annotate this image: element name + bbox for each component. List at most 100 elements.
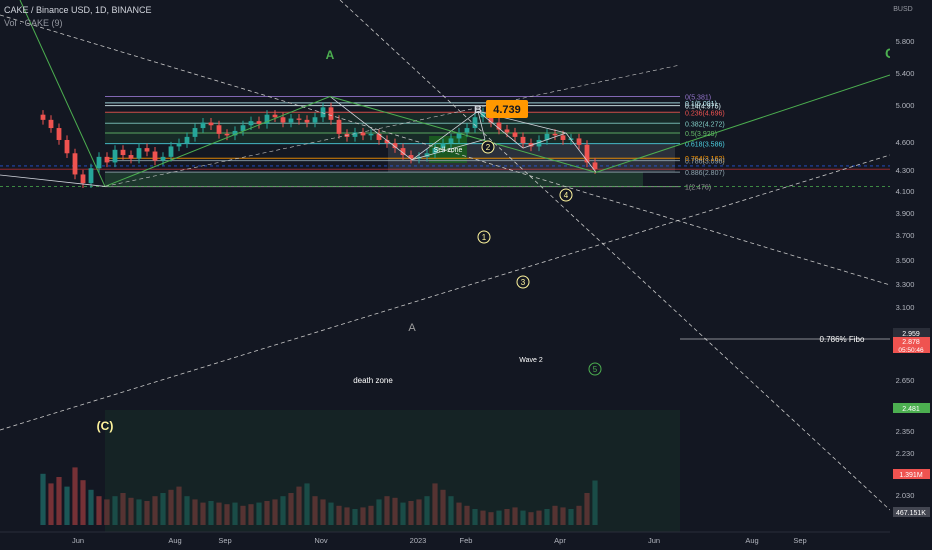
candle-body [104,156,110,163]
volume-bar [96,496,102,525]
candle-body [160,156,166,161]
candle-body [88,168,94,184]
wave-line [411,138,486,161]
wave-2-text: Wave 2 [519,357,543,364]
wave-2-circle [481,140,495,154]
wave-c-low-label: (C) [97,419,114,433]
volume-bar [104,499,110,525]
candle-body [504,129,510,133]
wave-line [477,110,524,149]
volume-bar [568,509,574,525]
candle-body [456,132,462,139]
wave-5-text: 5 [593,365,598,374]
fib-level-label: 0.1(5.091) [685,101,717,108]
price-tick-label: 5.800 [896,37,915,46]
volume-bar [64,486,70,525]
candle-body [424,153,430,157]
price-tick-label: 4.300 [896,166,915,175]
death-zone-box [105,172,643,187]
wave-a-low-label: A [408,322,416,334]
wave-3-circle [516,275,530,289]
candle-body [512,132,518,137]
price-tick-label: 2.030 [896,491,915,500]
volume-bar [168,489,174,525]
trend-line-dashed [0,154,891,431]
candle-body [560,135,566,140]
candle-body [576,138,582,145]
candle-body [72,153,78,175]
time-tick-label: Aug [745,536,758,545]
volume-bar [496,510,502,525]
wave-line [522,132,567,149]
volume-bar [576,505,582,525]
candle-body [216,125,222,134]
price-tick-label: 3.700 [896,231,915,240]
volume-bar [488,512,494,525]
upper-fib-zone [105,112,680,144]
fib-level-label: 0.786(3.098) [685,159,725,166]
price-tick-label: 3.100 [896,303,915,312]
volume-bar [592,480,598,525]
price-tick-label: 4.100 [896,187,915,196]
volume-bar [40,473,46,525]
volume-bar [440,489,446,525]
price-badge [893,507,930,517]
time-tick-label: Sep [793,536,806,545]
fib-level-label: 0.618(3.586) [685,142,725,149]
volume-bar [552,505,558,525]
price-axis-panel [890,0,932,550]
volume-bar [320,499,326,525]
candle-body [240,125,246,131]
price-badge-text: 2.481 [902,406,920,413]
volume-bar [304,483,310,525]
volume-bar [264,501,270,525]
candle-body [200,122,206,129]
volume-bar [208,501,214,525]
candle-body [544,133,550,140]
volume-bar [432,483,438,525]
volume-bar [400,502,406,525]
candle-body [280,117,286,123]
wave-1-circle [477,230,491,244]
volume-bar [296,486,302,525]
volume-bar [176,486,182,525]
candle-body [264,114,270,124]
fib-level-label: 0.382(4.272) [685,121,725,128]
abc-leg-line [19,0,106,187]
volume-bar [544,509,550,525]
volume-bar [344,507,350,525]
time-tick-label: Apr [554,536,566,545]
fib-level-label: 0.236(4.696) [685,110,725,117]
volume-bar [216,502,222,525]
wave-1-text: 1 [482,233,487,242]
volume-bar [560,507,566,525]
volume-bar [536,510,542,525]
volume-bar [480,510,486,525]
fib-level-label: 0(5.381) [685,94,711,101]
volume-bar [112,496,118,525]
volume-bar [224,504,230,525]
candle-body [232,130,238,136]
candle-body [168,146,174,157]
wave-b-label: B [474,104,482,116]
candle-body [56,128,62,140]
wave-3-text: 3 [521,278,526,287]
abc-leg-line [329,96,597,173]
volume-bar [56,477,62,525]
candle-body [248,121,254,126]
volume-bar [328,502,334,525]
candle-body [552,133,558,136]
price-badge-text: 467.151K [896,510,926,517]
candle-body [176,143,182,147]
volume-bar [272,499,278,525]
price-tick-label: 2.230 [896,449,915,458]
candle-body [40,114,46,120]
time-tick-label: Jun [648,536,660,545]
volume-indicator-title: Vol · CAKE (9) [4,18,63,28]
volume-bar [512,507,518,525]
volume-bar [312,496,318,525]
volume-bar [520,510,526,525]
volume-bar [424,496,430,525]
